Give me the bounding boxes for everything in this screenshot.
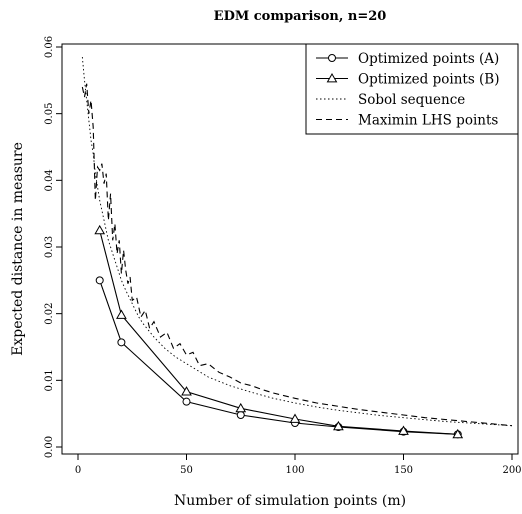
x-tick-label: 0 [75, 465, 81, 476]
series-layer [81, 56, 513, 439]
triangle-marker [289, 413, 301, 423]
y-axis-label: Expected distance in measure [10, 142, 26, 356]
legend-entry-2: Optimized points (B) [358, 72, 500, 88]
y-tick-label: 0.04 [44, 169, 55, 191]
x-axis-label: Number of simulation points (m) [174, 493, 406, 509]
x-tick-label: 200 [502, 465, 521, 476]
y-tick-label: 0.00 [44, 436, 55, 458]
legend-triangle-marker [326, 72, 338, 83]
triangle-marker [398, 425, 409, 435]
triangle-marker [94, 224, 106, 235]
series-line-1 [99, 280, 458, 435]
chart-title: EDM comparison, n=20 [214, 9, 387, 24]
legend-circle-marker [328, 54, 336, 62]
series-3 [81, 56, 513, 427]
y-tick-label: 0.06 [44, 36, 55, 58]
series-line-2 [99, 230, 458, 435]
y-tick-label: 0.05 [44, 103, 55, 125]
x-tick-label: 100 [285, 465, 304, 476]
triangle-marker [116, 309, 127, 319]
series-2 [94, 224, 464, 439]
x-tick-label: 50 [180, 465, 193, 476]
legend: Optimized points (A) Optimized points (B)… [305, 43, 519, 135]
x-axis: 0 50 100 150 200 [75, 454, 522, 476]
x-tick-label: 150 [394, 465, 413, 476]
series-line-4 [81, 83, 513, 427]
circle-marker [236, 411, 245, 419]
y-tick-label: 0.03 [44, 236, 55, 258]
legend-entry-3: Sobol sequence [358, 92, 465, 108]
series-4 [81, 83, 513, 427]
series-line-3 [81, 56, 513, 427]
circle-marker [117, 338, 126, 347]
legend-entry-4: Maximin LHS points [358, 113, 498, 129]
triangle-marker [181, 386, 192, 396]
y-tick-label: 0.01 [44, 369, 55, 391]
series-1 [95, 276, 462, 439]
y-tick-label: 0.02 [44, 303, 55, 325]
triangle-marker [452, 428, 464, 439]
circle-marker [95, 276, 104, 285]
legend-entry-1: Optimized points (A) [358, 51, 499, 67]
triangle-marker [235, 402, 247, 413]
plot-area-frame [61, 43, 519, 455]
circle-marker [182, 397, 191, 406]
triangle-marker [333, 420, 344, 431]
y-axis: 0.00 0.01 0.02 0.03 0.04 0.05 0.06 [44, 36, 62, 458]
